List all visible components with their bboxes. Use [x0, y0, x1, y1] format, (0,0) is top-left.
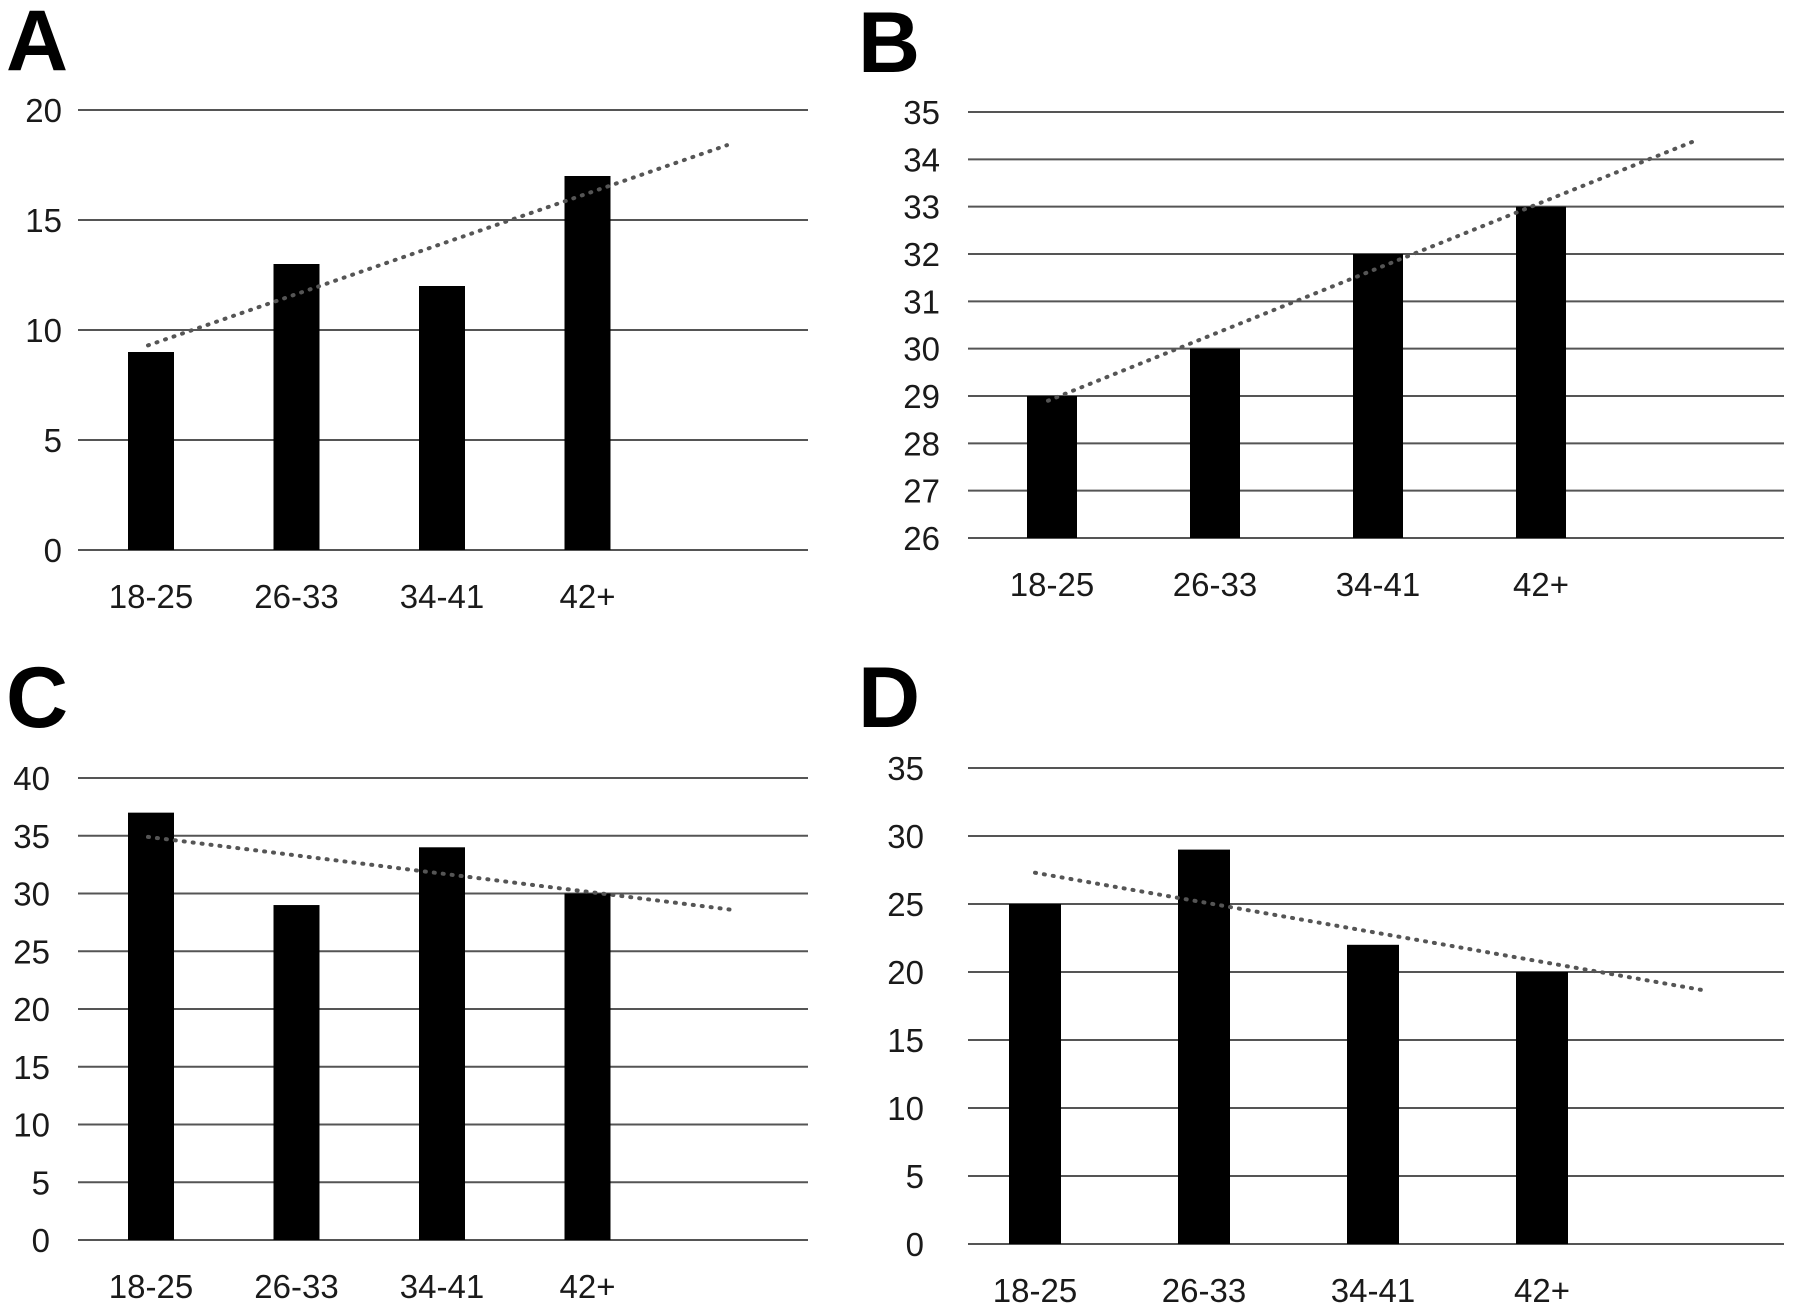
bar [419, 286, 465, 550]
y-tick-label: 20 [13, 991, 50, 1028]
x-tick-label: 18-25 [109, 1268, 193, 1305]
y-tick-label: 0 [32, 1222, 50, 1259]
y-tick-label: 10 [13, 1107, 50, 1144]
panel-label: B [858, 0, 920, 91]
trend-line [146, 834, 733, 912]
bar [1178, 849, 1230, 1244]
trend-line [1046, 138, 1698, 403]
x-tick-label: 34-41 [1336, 566, 1420, 603]
x-tick-label: 34-41 [1331, 1272, 1415, 1308]
y-tick-label: 32 [903, 236, 940, 273]
y-tick-label: 0 [906, 1226, 924, 1263]
y-tick-label: 25 [887, 886, 924, 923]
panel-d: D 0 5 10 15 20 25 30 35 18-25 26-33 34-41 42+ [858, 650, 1784, 1308]
bar [1190, 348, 1240, 538]
trend-line [146, 143, 729, 348]
x-tick-label: 18-25 [993, 1272, 1077, 1308]
y-tick-label: 20 [25, 92, 62, 129]
y-tick-label: 35 [13, 818, 50, 855]
y-tick-label: 15 [13, 1049, 50, 1086]
y-tick-label: 30 [13, 876, 50, 913]
bar [1009, 904, 1061, 1244]
y-tick-label: 35 [903, 94, 940, 131]
bar [128, 352, 174, 550]
x-tick-label: 34-41 [400, 578, 484, 615]
panel-a: A 0 5 10 15 20 18-25 26-33 34-41 42+ [6, 0, 808, 615]
x-tick-label: 26-33 [254, 578, 338, 615]
y-tick-label: 29 [903, 378, 940, 415]
x-tick-label: 42+ [560, 578, 616, 615]
bar [1516, 972, 1568, 1244]
y-tick-label: 20 [887, 954, 924, 991]
y-tick-label: 10 [25, 312, 62, 349]
y-tick-label: 15 [25, 202, 62, 239]
y-tick-label: 30 [887, 818, 924, 855]
bar [128, 812, 174, 1240]
x-tick-label: 26-33 [1173, 566, 1257, 603]
y-tick-label: 31 [903, 283, 940, 320]
y-tick-label: 40 [13, 760, 50, 797]
y-tick-label: 5 [906, 1158, 924, 1195]
x-tick-label: 42+ [1513, 566, 1569, 603]
x-tick-label: 42+ [1514, 1272, 1570, 1308]
y-tick-label: 30 [903, 331, 940, 368]
bar [1347, 944, 1399, 1244]
bar [273, 264, 320, 550]
y-tick-label: 15 [887, 1022, 924, 1059]
x-tick-label: 26-33 [254, 1268, 338, 1305]
bar [564, 893, 611, 1240]
panel-b: B 26 27 28 29 30 31 32 33 34 35 18-25 26-33 34-41 42+ [858, 0, 1784, 603]
x-tick-label: 42+ [560, 1268, 616, 1305]
bar [419, 847, 465, 1240]
y-tick-label: 26 [903, 520, 940, 557]
y-tick-label: 5 [32, 1164, 50, 1201]
y-tick-label: 33 [903, 189, 940, 226]
panel-label: A [6, 0, 68, 89]
y-tick-label: 28 [903, 425, 940, 462]
y-tick-label: 27 [903, 473, 940, 510]
bar [273, 905, 320, 1240]
bar [1027, 396, 1077, 538]
panel-c: C 0 5 10 15 20 25 30 35 40 18-25 26-33 34-41 42+ [6, 650, 808, 1305]
bar [1516, 206, 1566, 538]
panel-label: C [6, 650, 68, 746]
trend-line [1033, 870, 1710, 994]
panel-label: D [858, 650, 920, 746]
y-tick-label: 5 [44, 422, 62, 459]
bar [564, 176, 611, 550]
x-tick-label: 34-41 [400, 1268, 484, 1305]
x-tick-label: 26-33 [1162, 1272, 1246, 1308]
y-tick-label: 0 [44, 532, 62, 569]
y-tick-label: 35 [887, 750, 924, 787]
y-tick-label: 25 [13, 933, 50, 970]
bar [1353, 254, 1403, 538]
x-tick-label: 18-25 [1010, 566, 1094, 603]
y-tick-label: 10 [887, 1090, 924, 1127]
y-tick-label: 34 [903, 141, 940, 178]
x-tick-label: 18-25 [109, 578, 193, 615]
